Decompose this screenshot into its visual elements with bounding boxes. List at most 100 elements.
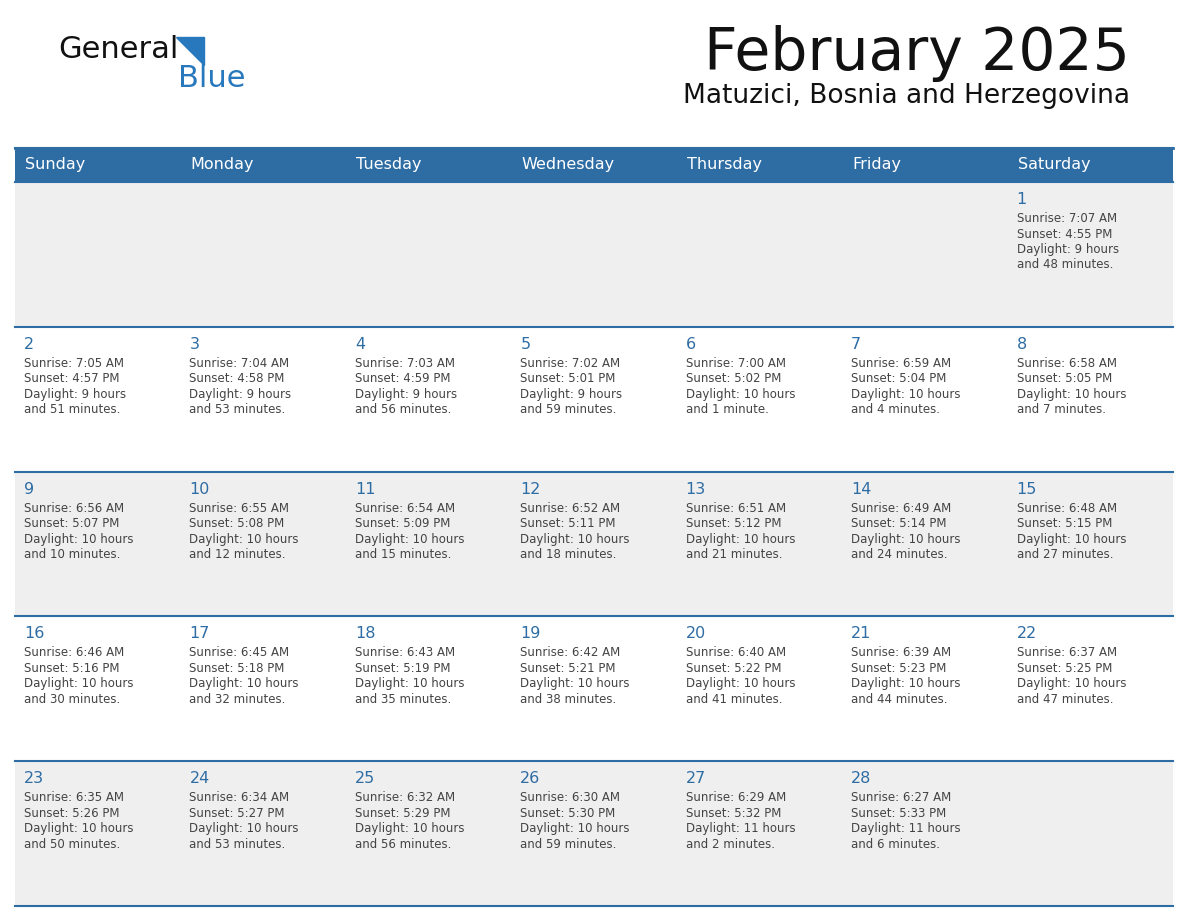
Text: and 4 minutes.: and 4 minutes. xyxy=(851,403,940,416)
Text: Daylight: 10 hours: Daylight: 10 hours xyxy=(24,532,133,545)
Text: and 32 minutes.: and 32 minutes. xyxy=(189,693,286,706)
Text: 25: 25 xyxy=(355,771,375,786)
Text: 1: 1 xyxy=(1017,192,1026,207)
Text: Daylight: 10 hours: Daylight: 10 hours xyxy=(1017,387,1126,401)
Text: Sunrise: 6:54 AM: Sunrise: 6:54 AM xyxy=(355,501,455,515)
Text: Sunrise: 6:34 AM: Sunrise: 6:34 AM xyxy=(189,791,290,804)
Bar xyxy=(15,761,1173,906)
Text: Sunrise: 6:30 AM: Sunrise: 6:30 AM xyxy=(520,791,620,804)
Text: Sunrise: 6:55 AM: Sunrise: 6:55 AM xyxy=(189,501,290,515)
Text: Daylight: 10 hours: Daylight: 10 hours xyxy=(851,677,961,690)
Text: Sunset: 5:14 PM: Sunset: 5:14 PM xyxy=(851,517,947,530)
Text: 17: 17 xyxy=(189,626,210,642)
Bar xyxy=(15,327,1173,472)
Text: and 6 minutes.: and 6 minutes. xyxy=(851,838,940,851)
Text: Sunset: 5:21 PM: Sunset: 5:21 PM xyxy=(520,662,615,675)
Text: 6: 6 xyxy=(685,337,696,352)
Text: and 2 minutes.: and 2 minutes. xyxy=(685,838,775,851)
Text: Sunrise: 6:51 AM: Sunrise: 6:51 AM xyxy=(685,501,785,515)
Text: Sunset: 5:33 PM: Sunset: 5:33 PM xyxy=(851,807,947,820)
Text: Friday: Friday xyxy=(852,158,902,173)
Text: Daylight: 9 hours: Daylight: 9 hours xyxy=(355,387,457,401)
Text: Sunset: 5:27 PM: Sunset: 5:27 PM xyxy=(189,807,285,820)
Text: Tuesday: Tuesday xyxy=(356,158,422,173)
Text: Monday: Monday xyxy=(190,158,254,173)
Text: Sunset: 5:08 PM: Sunset: 5:08 PM xyxy=(189,517,285,530)
Text: and 47 minutes.: and 47 minutes. xyxy=(1017,693,1113,706)
Text: Daylight: 9 hours: Daylight: 9 hours xyxy=(189,387,291,401)
Text: Sunrise: 7:02 AM: Sunrise: 7:02 AM xyxy=(520,357,620,370)
Text: General: General xyxy=(58,35,178,64)
Text: Sunrise: 7:07 AM: Sunrise: 7:07 AM xyxy=(1017,212,1117,225)
Text: Sunset: 4:59 PM: Sunset: 4:59 PM xyxy=(355,373,450,386)
Text: Thursday: Thursday xyxy=(687,158,762,173)
Text: Daylight: 9 hours: Daylight: 9 hours xyxy=(520,387,623,401)
Text: 18: 18 xyxy=(355,626,375,642)
Text: and 44 minutes.: and 44 minutes. xyxy=(851,693,948,706)
Text: Sunset: 5:07 PM: Sunset: 5:07 PM xyxy=(24,517,119,530)
Text: and 50 minutes.: and 50 minutes. xyxy=(24,838,120,851)
Text: Sunrise: 6:27 AM: Sunrise: 6:27 AM xyxy=(851,791,952,804)
Text: Sunrise: 6:32 AM: Sunrise: 6:32 AM xyxy=(355,791,455,804)
Text: Sunset: 5:11 PM: Sunset: 5:11 PM xyxy=(520,517,615,530)
Text: and 15 minutes.: and 15 minutes. xyxy=(355,548,451,561)
Text: Sunrise: 6:48 AM: Sunrise: 6:48 AM xyxy=(1017,501,1117,515)
Text: 27: 27 xyxy=(685,771,706,786)
Text: 15: 15 xyxy=(1017,482,1037,497)
Text: Daylight: 10 hours: Daylight: 10 hours xyxy=(189,677,299,690)
Text: Saturday: Saturday xyxy=(1018,158,1091,173)
Text: and 7 minutes.: and 7 minutes. xyxy=(1017,403,1106,416)
Text: Sunset: 5:09 PM: Sunset: 5:09 PM xyxy=(355,517,450,530)
Text: Daylight: 10 hours: Daylight: 10 hours xyxy=(520,823,630,835)
Text: 26: 26 xyxy=(520,771,541,786)
Text: Sunday: Sunday xyxy=(25,158,86,173)
Text: Daylight: 10 hours: Daylight: 10 hours xyxy=(851,387,961,401)
Text: Sunrise: 6:45 AM: Sunrise: 6:45 AM xyxy=(189,646,290,659)
Text: Sunrise: 7:05 AM: Sunrise: 7:05 AM xyxy=(24,357,124,370)
Text: Daylight: 10 hours: Daylight: 10 hours xyxy=(24,677,133,690)
Text: and 21 minutes.: and 21 minutes. xyxy=(685,548,782,561)
Text: Sunrise: 6:43 AM: Sunrise: 6:43 AM xyxy=(355,646,455,659)
Text: Daylight: 10 hours: Daylight: 10 hours xyxy=(1017,532,1126,545)
Text: Sunset: 4:57 PM: Sunset: 4:57 PM xyxy=(24,373,120,386)
Text: February 2025: February 2025 xyxy=(704,25,1130,82)
Text: 9: 9 xyxy=(24,482,34,497)
Text: Sunset: 5:04 PM: Sunset: 5:04 PM xyxy=(851,373,947,386)
Text: Sunset: 5:22 PM: Sunset: 5:22 PM xyxy=(685,662,782,675)
Text: and 53 minutes.: and 53 minutes. xyxy=(189,403,285,416)
Text: 10: 10 xyxy=(189,482,210,497)
Text: 22: 22 xyxy=(1017,626,1037,642)
Text: Sunrise: 6:29 AM: Sunrise: 6:29 AM xyxy=(685,791,786,804)
Text: Sunrise: 6:37 AM: Sunrise: 6:37 AM xyxy=(1017,646,1117,659)
Text: 28: 28 xyxy=(851,771,872,786)
Text: 8: 8 xyxy=(1017,337,1026,352)
Text: Sunrise: 6:40 AM: Sunrise: 6:40 AM xyxy=(685,646,785,659)
Text: Sunrise: 6:39 AM: Sunrise: 6:39 AM xyxy=(851,646,952,659)
Text: 5: 5 xyxy=(520,337,530,352)
Bar xyxy=(15,182,1173,327)
Text: and 35 minutes.: and 35 minutes. xyxy=(355,693,451,706)
Text: Sunrise: 6:58 AM: Sunrise: 6:58 AM xyxy=(1017,357,1117,370)
Text: 7: 7 xyxy=(851,337,861,352)
Text: Sunset: 5:32 PM: Sunset: 5:32 PM xyxy=(685,807,781,820)
Text: and 1 minute.: and 1 minute. xyxy=(685,403,769,416)
Text: 16: 16 xyxy=(24,626,44,642)
Text: Daylight: 9 hours: Daylight: 9 hours xyxy=(24,387,126,401)
Text: Sunrise: 6:42 AM: Sunrise: 6:42 AM xyxy=(520,646,620,659)
Text: and 10 minutes.: and 10 minutes. xyxy=(24,548,120,561)
Bar xyxy=(15,472,1173,616)
Text: Sunset: 5:18 PM: Sunset: 5:18 PM xyxy=(189,662,285,675)
Text: Blue: Blue xyxy=(178,64,246,93)
Polygon shape xyxy=(176,37,204,65)
Text: Wednesday: Wednesday xyxy=(522,158,614,173)
Text: Sunset: 5:12 PM: Sunset: 5:12 PM xyxy=(685,517,782,530)
Text: 24: 24 xyxy=(189,771,209,786)
Text: Sunrise: 6:56 AM: Sunrise: 6:56 AM xyxy=(24,501,124,515)
Text: Sunrise: 6:46 AM: Sunrise: 6:46 AM xyxy=(24,646,125,659)
Text: and 12 minutes.: and 12 minutes. xyxy=(189,548,286,561)
Text: and 59 minutes.: and 59 minutes. xyxy=(520,838,617,851)
Text: Daylight: 10 hours: Daylight: 10 hours xyxy=(520,532,630,545)
Text: Sunset: 5:15 PM: Sunset: 5:15 PM xyxy=(1017,517,1112,530)
Text: 13: 13 xyxy=(685,482,706,497)
Text: Daylight: 10 hours: Daylight: 10 hours xyxy=(520,677,630,690)
